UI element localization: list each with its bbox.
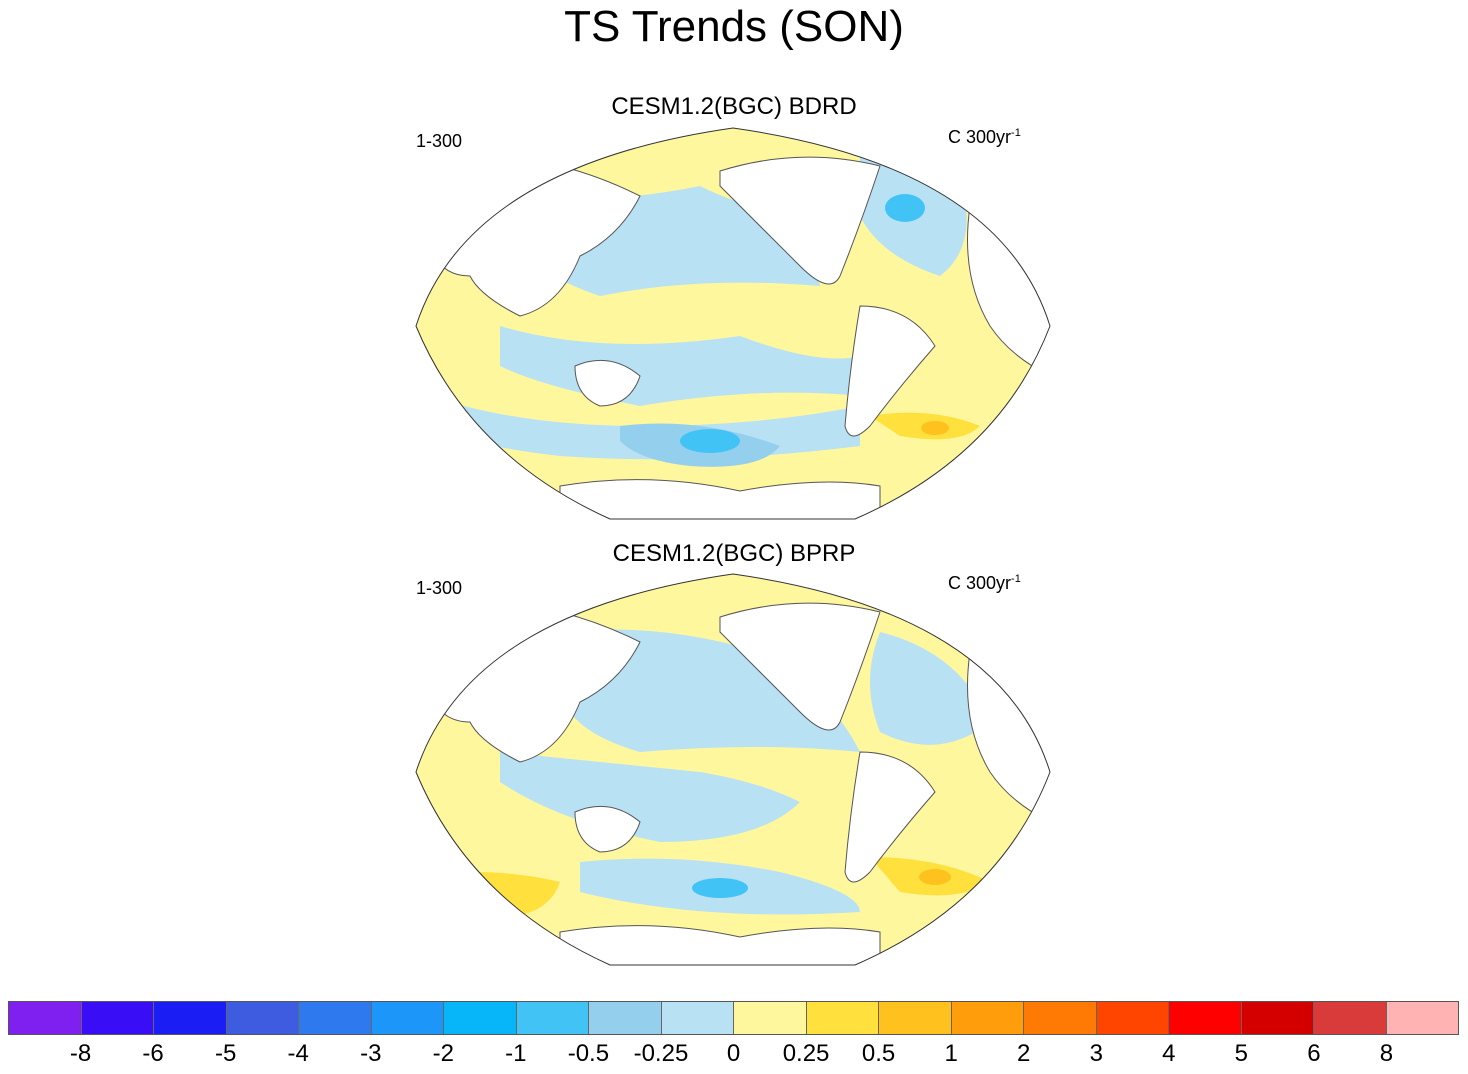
- panel-2-units-label: C 300yr-1: [948, 573, 1021, 593]
- colorbar-box: [589, 1002, 662, 1034]
- panel-2-left-label: 1-300: [416, 578, 463, 598]
- panel-2-cool-core-southern-ocean: [692, 878, 748, 898]
- panel-1-units-label: C 300yr-1: [948, 127, 1021, 147]
- panel-1-warm-core-south-atlantic: [921, 421, 949, 435]
- panel-2-map-border: [415, 573, 1051, 966]
- colorbar-tick-label: 0.5: [861, 1040, 896, 1067]
- panel-2-map: [415, 573, 1051, 966]
- colorbar-box: [1386, 1002, 1458, 1034]
- colorbar-tick-label: 3: [1089, 1040, 1103, 1067]
- colorbar-tick-label: 0: [726, 1040, 741, 1067]
- panel-1-land-australia: [574, 359, 641, 407]
- panel-2-warm-region-indian: [470, 872, 560, 917]
- colorbar-tick-label: 5: [1234, 1040, 1249, 1067]
- panel-1-land-south-america: [844, 305, 936, 437]
- colorbar-box: [734, 1002, 807, 1034]
- colorbar-tick-label: -0.5: [567, 1040, 610, 1067]
- colorbar-tick-label: -1: [505, 1040, 527, 1067]
- panel-2-warm-core-south-atlantic: [919, 869, 951, 885]
- panel-2-cool-region-north-atlantic: [870, 632, 990, 745]
- colorbar-tick-label: -0.25: [633, 1040, 689, 1067]
- colorbar-box: [444, 1002, 517, 1034]
- colorbar-box: [154, 1002, 227, 1034]
- panel-2-cool-region-north-pacific: [560, 629, 860, 752]
- colorbar-box: [951, 1002, 1024, 1034]
- panel-2-land-north-america: [719, 602, 881, 731]
- colorbar-box: [1169, 1002, 1242, 1034]
- colorbar-tick-label: -2: [432, 1040, 454, 1067]
- colorbar-box: [1024, 1002, 1097, 1034]
- colorbar-box: [661, 1002, 734, 1034]
- panel-1-left-label: 1-300: [416, 131, 463, 151]
- panel-1-land-antarctica: [559, 479, 881, 519]
- panel-1-map-border: [415, 127, 1051, 520]
- panel-2-cool-region-tropical-pacific: [500, 752, 800, 842]
- colorbar-box: [1096, 1002, 1169, 1034]
- colorbar-box: [806, 1002, 879, 1034]
- figure-title: TS Trends (SON): [564, 2, 904, 51]
- panel-1-cool-core-north-atlantic: [885, 194, 925, 222]
- colorbar: [8, 1001, 1459, 1035]
- panel-2-land-south-america: [844, 751, 936, 883]
- colorbar-tick-label: -5: [214, 1040, 237, 1067]
- panel-1-title: CESM1.2(BGC) BDRD: [611, 93, 857, 120]
- colorbar-box: [1241, 1002, 1314, 1034]
- colorbar-box: [299, 1002, 372, 1034]
- panel-2-title: CESM1.2(BGC) BPRP: [612, 540, 856, 567]
- panel-1-cool-core-southern-ocean: [680, 429, 740, 453]
- colorbar-tick-label: -4: [287, 1040, 309, 1067]
- panel-2-land-australia: [574, 805, 641, 853]
- colorbar-tick-label: -3: [360, 1040, 382, 1067]
- panel-2-land-antarctica: [559, 925, 881, 965]
- panel-1-map: [415, 127, 1051, 520]
- colorbar-tick-label: 0.25: [782, 1040, 830, 1067]
- colorbar-box: [9, 1002, 82, 1034]
- panel-1-land-north-america: [719, 156, 881, 285]
- colorbar-tick-label: 8: [1379, 1040, 1394, 1067]
- colorbar-tick-label: -6: [142, 1040, 164, 1067]
- colorbar-tick-label: 4: [1162, 1040, 1176, 1067]
- colorbar-box: [226, 1002, 299, 1034]
- colorbar-box: [1314, 1002, 1387, 1034]
- colorbar-box: [81, 1002, 154, 1034]
- colorbar-tick-label: 1: [944, 1040, 958, 1067]
- colorbar-tick-label: 6: [1307, 1040, 1321, 1067]
- colorbar-tick-label: 2: [1017, 1040, 1031, 1067]
- colorbar-box: [879, 1002, 952, 1034]
- colorbar-box: [516, 1002, 589, 1034]
- colorbar-tick-label: -8: [69, 1040, 92, 1067]
- colorbar-box: [371, 1002, 444, 1034]
